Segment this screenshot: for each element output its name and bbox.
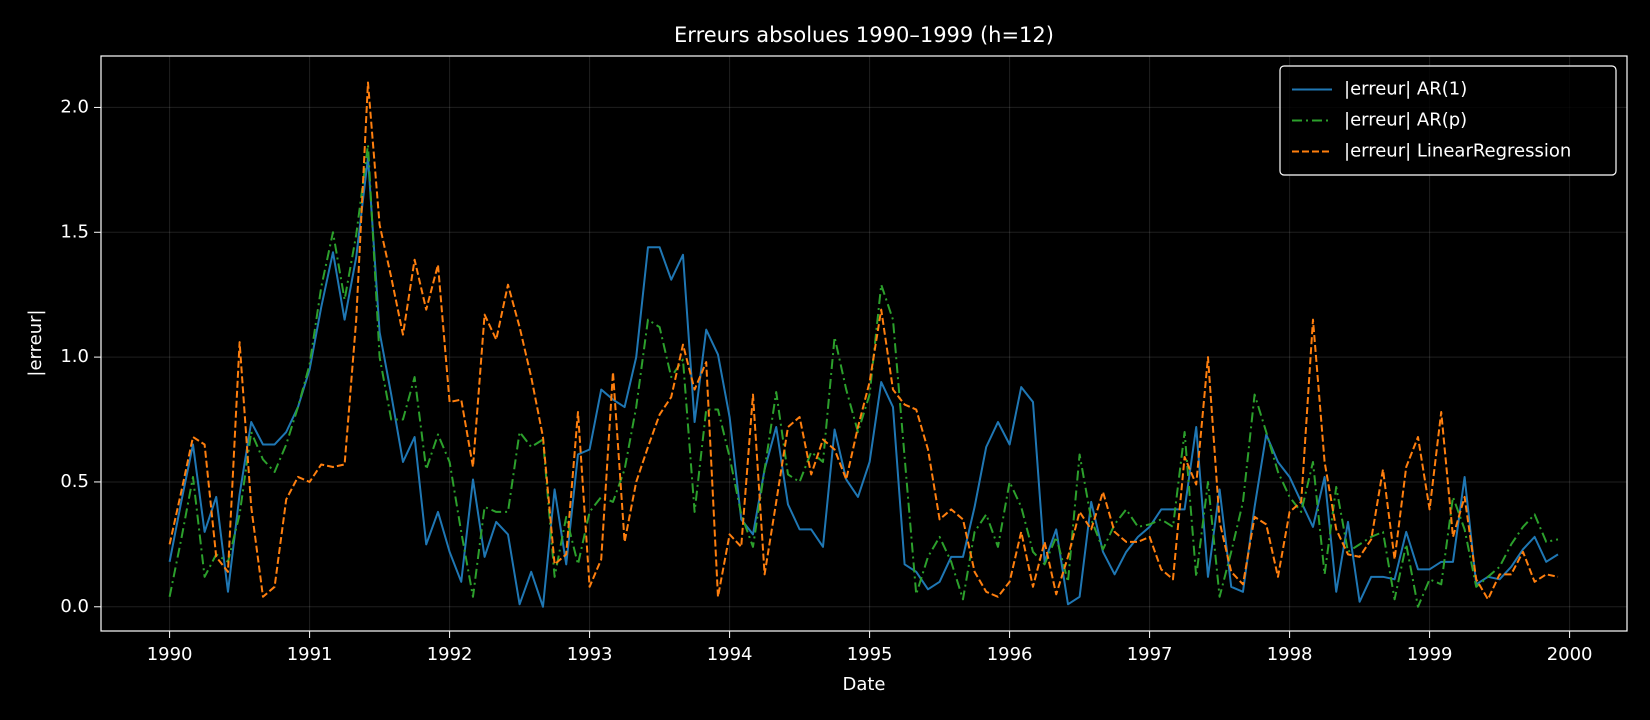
- x-axis-label: Date: [842, 674, 885, 695]
- x-tick-label: 1990: [147, 644, 193, 665]
- series-line: [168, 156, 1559, 608]
- x-tick-label: 2000: [1547, 644, 1593, 665]
- x-tick-label: 1997: [1127, 644, 1173, 665]
- x-tick-label: 1992: [427, 644, 473, 665]
- x-tick-label: 1991: [287, 644, 333, 665]
- x-tick-label: 1993: [567, 644, 613, 665]
- chart-title: Erreurs absolues 1990–1999 (h=12): [674, 23, 1054, 47]
- x-tick-label: 1999: [1407, 644, 1453, 665]
- x-tick-label: 1995: [847, 644, 893, 665]
- x-tick-label: 1994: [707, 644, 753, 665]
- y-axis-label: |erreur|: [25, 309, 46, 376]
- y-tick-label: 0.5: [60, 471, 89, 492]
- legend-box: [1279, 65, 1617, 176]
- x-tick-label: 1998: [1267, 644, 1313, 665]
- legend-label: |erreur| AR(1): [1344, 79, 1467, 100]
- plot-frame: [100, 55, 1628, 632]
- y-tick-label: 1.0: [60, 346, 89, 367]
- series-line: [168, 143, 1559, 608]
- series-line: [168, 81, 1559, 601]
- y-tick-label: 0.0: [60, 596, 89, 617]
- x-tick-label: 1996: [987, 644, 1033, 665]
- y-tick-label: 2.0: [60, 96, 89, 117]
- y-tick-label: 1.5: [60, 221, 89, 242]
- legend-label: |erreur| LinearRegression: [1344, 141, 1571, 162]
- legend-label: |erreur| AR(p): [1344, 110, 1467, 131]
